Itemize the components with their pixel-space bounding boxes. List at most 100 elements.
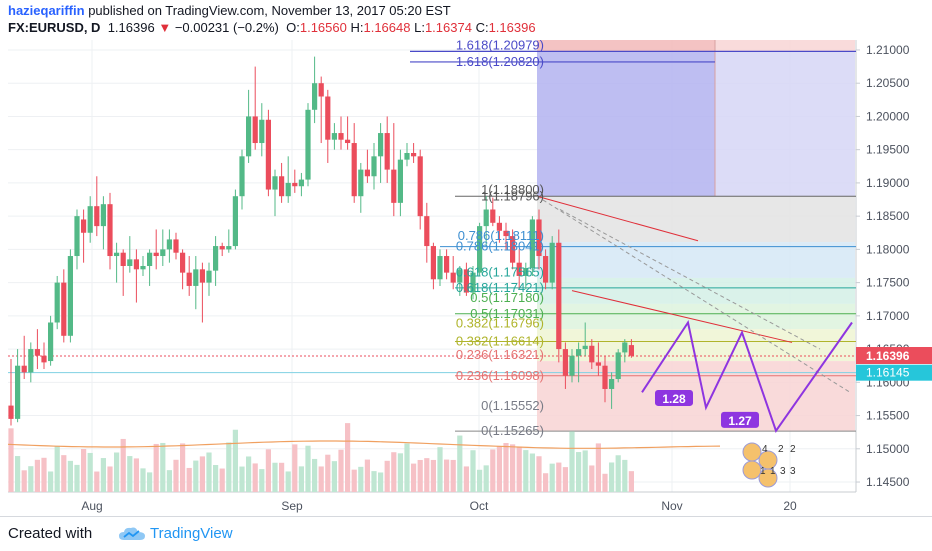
time-tick-label: Oct <box>470 499 489 513</box>
volume-bar <box>556 462 562 492</box>
candle-body <box>338 133 344 140</box>
volume-bar <box>259 469 265 492</box>
candle-body <box>523 267 529 276</box>
fib-zone <box>537 196 855 243</box>
candle-body <box>450 272 456 283</box>
volume-bar <box>371 471 377 492</box>
volume-bar <box>153 443 159 492</box>
fib-zone <box>715 51 855 197</box>
last-price-badge-text: 1.16396 <box>866 349 910 363</box>
created-with-text: Created with <box>8 525 93 542</box>
volume-bar <box>252 463 258 492</box>
volume-bar <box>490 449 496 492</box>
candle-body <box>81 219 87 233</box>
candle-body <box>503 230 509 237</box>
price-tick-label: 1.18500 <box>866 209 910 223</box>
volume-bar <box>81 448 87 492</box>
volume-bar <box>437 447 443 492</box>
fib-zone <box>537 361 855 431</box>
volume-bar <box>114 452 120 492</box>
price-change: −0.00231 (−0.2%) <box>174 20 279 35</box>
tradingview-brand[interactable]: TradingView <box>150 525 233 542</box>
candle-body <box>411 153 417 157</box>
candle-body <box>424 216 430 247</box>
candle-body <box>133 259 139 270</box>
volume-bar <box>15 456 21 492</box>
candle-body <box>609 379 615 389</box>
event-count: 2 <box>790 444 796 455</box>
candle-body <box>437 256 443 280</box>
author-link[interactable]: hazieqariffin <box>8 3 85 18</box>
volume-ma-line <box>7 440 721 449</box>
candle-body <box>193 269 199 286</box>
candle-body <box>219 246 225 250</box>
fib-label: 0(1.15552) <box>481 398 544 413</box>
candle-body <box>180 252 186 273</box>
time-tick-label: 20 <box>783 499 797 513</box>
fib-label: 1(1.18800) <box>481 182 544 197</box>
fib-label: 0(1.15265) <box>481 423 544 438</box>
candle-body <box>272 176 278 190</box>
event-count: 1 <box>770 466 776 477</box>
time-tick-label: Nov <box>661 499 682 513</box>
candle-body <box>21 365 27 373</box>
volume-bar <box>120 438 126 492</box>
time-tick-label: Aug <box>81 499 102 513</box>
high-label: H: <box>350 20 364 35</box>
volume-bar <box>477 469 483 492</box>
volume-bar <box>285 471 291 492</box>
candle-body <box>8 405 14 419</box>
publish-info: hazieqariffin published on TradingView.c… <box>8 3 451 19</box>
volume-bar <box>292 444 298 492</box>
volume-bar <box>147 472 153 492</box>
pattern-ratio-label: 1.27 <box>721 411 759 428</box>
volume-bar <box>351 469 357 492</box>
candle-body <box>265 119 271 190</box>
candle-body <box>312 83 318 110</box>
candle-body <box>28 349 34 373</box>
fib-label: 0.618(1.17565) <box>456 264 544 279</box>
volume-bar <box>496 446 502 492</box>
volume-bar <box>576 452 582 492</box>
volume-bar <box>622 459 628 492</box>
volume-bar <box>87 452 93 492</box>
candle-body <box>576 349 582 356</box>
volume-bar <box>628 471 634 492</box>
volume-bar <box>457 435 463 492</box>
volume-bar <box>133 458 139 492</box>
candle-body <box>232 196 238 247</box>
tradingview-cloud-icon[interactable] <box>118 526 146 542</box>
volume-bar <box>206 452 212 492</box>
trend-line-upper <box>536 195 699 242</box>
candle-body <box>358 169 364 197</box>
drawings[interactable]: 1.281.274 2 21 1 3 3 <box>536 195 853 488</box>
candle-body <box>153 252 159 257</box>
candle-body <box>48 322 54 362</box>
candle-body <box>556 242 562 350</box>
candle-body <box>589 345 595 363</box>
volume-bar <box>384 460 390 492</box>
candle-body <box>490 209 496 223</box>
candle-body <box>127 259 133 266</box>
fib-label: 1(1.18796) <box>481 188 544 203</box>
fib-label: 0.382(1.16796) <box>456 315 544 330</box>
candle-body <box>94 206 100 227</box>
price-chart[interactable]: 1.281.274 2 21 1 3 3 1.618(1.20979)1.618(1.20… <box>0 0 932 516</box>
volume-bar <box>325 454 331 492</box>
down-arrow-icon: ▼ <box>158 20 172 35</box>
volume-bar <box>298 466 304 492</box>
fib-label: 0.236(1.16098) <box>456 368 544 383</box>
symbol-info: FX:EURUSD, D 1.16396 ▼ −0.00231 (−0.2%) … <box>8 20 536 36</box>
candle-body <box>543 256 549 283</box>
candle-body <box>166 239 172 250</box>
close-value: 1.16396 <box>488 20 536 35</box>
candle-body <box>351 143 357 197</box>
candle-body <box>186 272 192 286</box>
price-tick-label: 1.15000 <box>866 442 910 456</box>
volume-bar <box>358 466 364 492</box>
fib-zone <box>537 40 715 52</box>
candles <box>8 56 634 426</box>
price-tick-label: 1.17500 <box>866 276 910 290</box>
candle-body <box>87 206 93 233</box>
volume-bar <box>424 458 430 492</box>
